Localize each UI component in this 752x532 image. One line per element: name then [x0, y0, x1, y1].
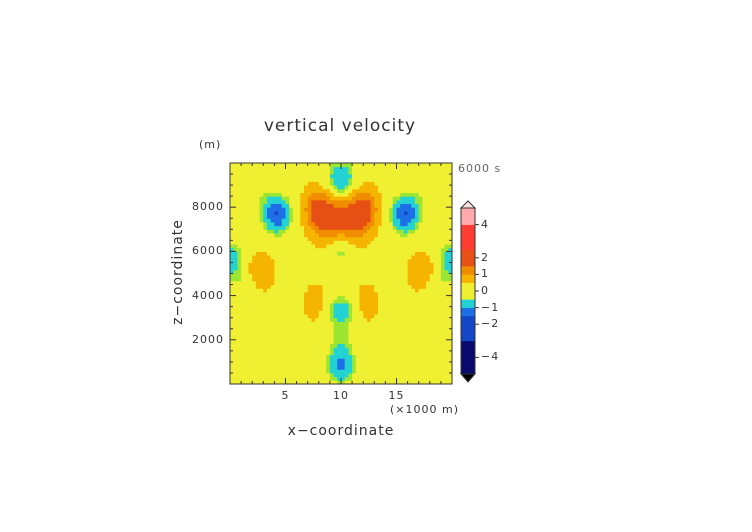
colorbar-band [461, 241, 475, 250]
colorbar-band [461, 324, 475, 333]
colorbar-tick-label: −2 [481, 317, 500, 331]
chart-title: vertical velocity [263, 116, 417, 136]
x-tick-label: 5 [281, 389, 290, 402]
time-label: 6000 s [458, 162, 502, 175]
y-tick-label: 4000 [192, 288, 224, 302]
axes-ticks [230, 163, 452, 384]
heatmap-field [230, 163, 453, 385]
colorbar-band [461, 357, 475, 366]
colorbar-bottom-triangle [459, 373, 477, 383]
colorbar-band [461, 307, 475, 317]
colorbar-top-triangle [459, 200, 477, 209]
x-multiplier-label: (×1000 m) [390, 403, 460, 416]
colorbar-band [461, 232, 475, 242]
colorbar-tick-label: 4 [481, 217, 489, 231]
colorbar-band [461, 332, 475, 342]
colorbar-band [461, 208, 475, 217]
colorbar-band [461, 365, 475, 375]
y-tick-label: 2000 [192, 332, 224, 346]
colorbar-tick-label: 2 [481, 250, 489, 264]
colorbar-band [461, 216, 475, 225]
x-tick-label: 15 [388, 389, 405, 402]
colorbar-band [461, 299, 475, 308]
colorbar-band [461, 224, 475, 234]
y-tick-label: 8000 [192, 200, 224, 214]
colorbar-tick-label: 0 [481, 284, 489, 297]
colorbar-band [461, 282, 475, 292]
x-axis-title: x−coordinate [287, 423, 395, 439]
colorbar-band [461, 266, 475, 275]
z-unit-label: (m) [199, 138, 222, 151]
colorbar-band [461, 315, 475, 325]
colorbar-band [461, 291, 475, 300]
colorbar [459, 200, 479, 383]
x-tick-label: 10 [333, 389, 349, 402]
colorbar-band [461, 257, 475, 267]
colorbar-tick-label: −1 [481, 300, 500, 314]
colorbar-tick-label: −4 [481, 350, 500, 364]
y-tick-label: 6000 [192, 244, 224, 258]
colorbar-tick-label: 1 [481, 267, 489, 281]
colorbar-band [461, 249, 475, 259]
colorbar-band [461, 340, 475, 350]
y-axis-title: z−coordinate [170, 219, 186, 325]
colorbar-band [461, 349, 475, 358]
colorbar-band [461, 274, 475, 283]
